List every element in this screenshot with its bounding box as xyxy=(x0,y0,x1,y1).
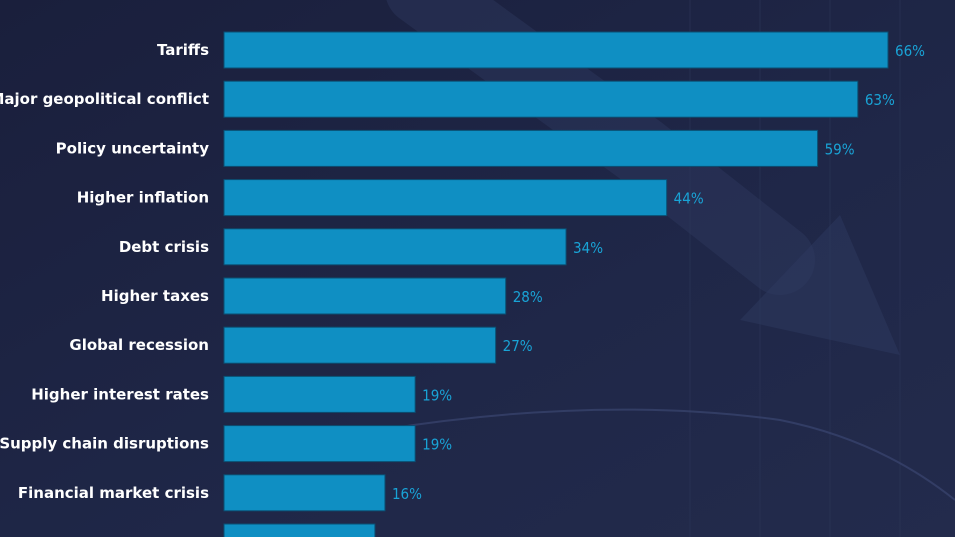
category-label: Supply chain disruptions xyxy=(0,435,209,453)
value-label: 34% xyxy=(573,239,603,257)
value-label: 16% xyxy=(392,485,422,503)
bar-7 xyxy=(223,326,497,364)
value-label: 59% xyxy=(825,140,855,158)
value-label: 19% xyxy=(422,386,452,404)
category-label: Higher inflation xyxy=(77,189,209,207)
bar-8 xyxy=(223,375,416,413)
bar-2 xyxy=(223,80,859,118)
bar-partial xyxy=(223,523,376,537)
bar-1 xyxy=(223,31,889,69)
value-label: 19% xyxy=(422,436,452,454)
category-label: Global recession xyxy=(69,336,209,354)
category-label: Tariffs xyxy=(157,41,209,59)
bar-4 xyxy=(223,179,668,217)
value-label: 44% xyxy=(674,190,704,208)
value-label: 66% xyxy=(895,42,925,60)
bar-9 xyxy=(223,425,416,463)
bar-10 xyxy=(223,474,386,512)
category-label: Higher interest rates xyxy=(31,385,209,403)
value-label: 27% xyxy=(503,337,533,355)
category-label: Debt crisis xyxy=(119,238,209,256)
value-label: 28% xyxy=(513,288,543,306)
category-label: Financial market crisis xyxy=(18,484,209,502)
bar-5 xyxy=(223,228,567,266)
bar-3 xyxy=(223,129,819,167)
bars-group: Tariffs 66% Major geopolitical conflict 63%… xyxy=(0,31,925,537)
category-label: Major geopolitical conflict xyxy=(0,90,209,108)
bar-6 xyxy=(223,277,507,315)
category-label: Policy uncertainty xyxy=(56,139,210,157)
value-label: 63% xyxy=(865,91,895,109)
category-label: Higher taxes xyxy=(101,287,209,305)
